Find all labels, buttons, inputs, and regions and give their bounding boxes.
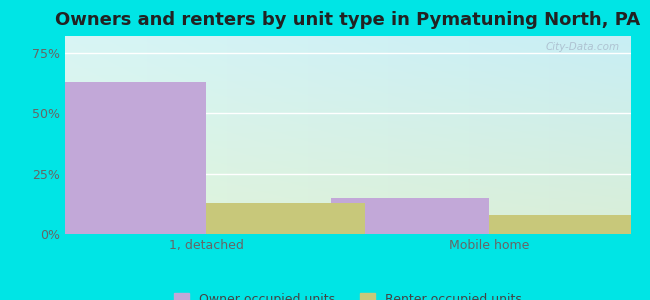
Legend: Owner occupied units, Renter occupied units: Owner occupied units, Renter occupied un… xyxy=(169,288,526,300)
Bar xyxy=(48,82,207,234)
Bar xyxy=(331,198,489,234)
Title: Owners and renters by unit type in Pymatuning North, PA: Owners and renters by unit type in Pymat… xyxy=(55,11,640,29)
Bar xyxy=(207,202,365,234)
Text: City-Data.com: City-Data.com xyxy=(545,42,619,52)
Bar xyxy=(489,215,647,234)
